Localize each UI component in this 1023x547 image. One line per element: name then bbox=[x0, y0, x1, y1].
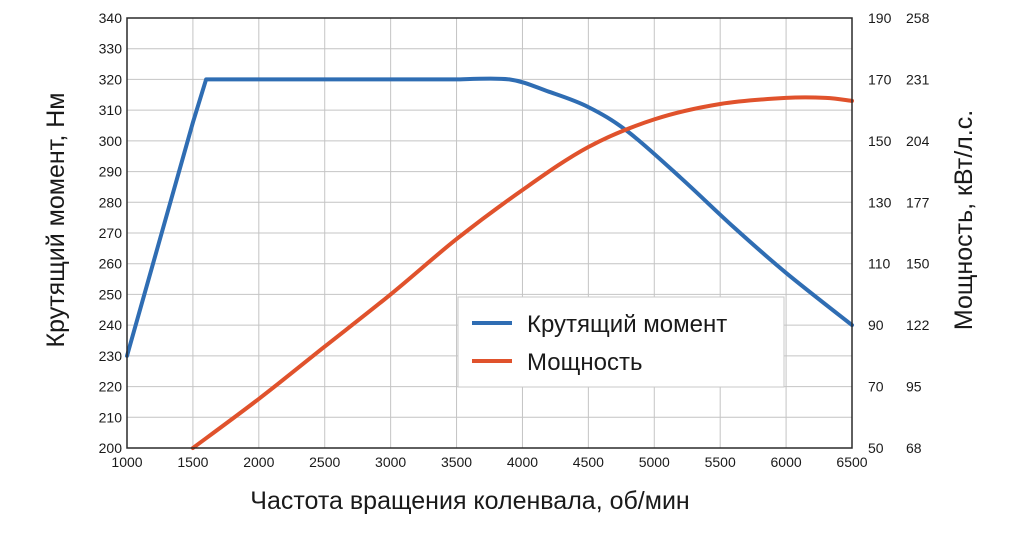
x-tick-label: 6500 bbox=[836, 454, 867, 470]
y-axis-left-label: Крутящий момент, Нм bbox=[42, 93, 70, 348]
y-left-tick-label: 310 bbox=[99, 102, 123, 118]
y-left-tick-label: 280 bbox=[99, 194, 123, 210]
y-left-tick-label: 260 bbox=[99, 256, 123, 272]
legend-label-torque: Крутящий момент bbox=[527, 311, 727, 338]
x-tick-label: 1500 bbox=[177, 454, 208, 470]
legend: Крутящий момент Мощность bbox=[457, 296, 785, 388]
x-tick-label: 3000 bbox=[375, 454, 406, 470]
y-left-tick-label: 220 bbox=[99, 379, 123, 395]
y-left-tick-label: 320 bbox=[99, 71, 123, 87]
y-left-tick-label: 330 bbox=[99, 41, 123, 57]
x-tick-label: 1000 bbox=[111, 454, 142, 470]
y-right-tick-label-kw: 150 bbox=[868, 133, 892, 149]
y-right-tick-label-kw: 190 bbox=[868, 10, 892, 26]
y-left-tick-label: 270 bbox=[99, 225, 123, 241]
x-tick-label: 6000 bbox=[771, 454, 802, 470]
y-right-tick-label-hp: 150 bbox=[906, 256, 930, 272]
y-right-tick-label-hp: 95 bbox=[906, 379, 922, 395]
y-left-tick-label: 240 bbox=[99, 317, 123, 333]
y-left-tick-label: 200 bbox=[99, 440, 123, 456]
x-axis-label: Частота вращения коленвала, об/мин bbox=[250, 487, 689, 515]
x-tick-label: 5000 bbox=[639, 454, 670, 470]
legend-box bbox=[457, 296, 785, 388]
y-right-tick-label-hp: 68 bbox=[906, 440, 922, 456]
series-line-torque bbox=[125, 76, 854, 358]
series-group bbox=[125, 76, 854, 450]
x-tick-label: 4500 bbox=[573, 454, 604, 470]
y-left-tick-label: 210 bbox=[99, 409, 123, 425]
x-tick-label: 2500 bbox=[309, 454, 340, 470]
y-left-tick-label: 290 bbox=[99, 164, 123, 180]
y-axis-right-label: Мощность, кВт/л.с. bbox=[950, 110, 978, 330]
x-tick-label: 2000 bbox=[243, 454, 274, 470]
y-right-tick-label-kw: 110 bbox=[868, 256, 891, 272]
y-right-tick-label-hp: 231 bbox=[906, 71, 930, 87]
y-right-tick-label-hp: 204 bbox=[906, 133, 930, 149]
plot-frame bbox=[126, 17, 853, 449]
x-tick-label: 3500 bbox=[441, 454, 472, 470]
tick-labels: 1000 1500 2000 2500 3000 3500 4000 4500 5000 5500… bbox=[99, 10, 930, 470]
y-right-tick-label-hp: 122 bbox=[906, 317, 930, 333]
y-right-tick-label-hp: 177 bbox=[906, 194, 930, 210]
y-left-tick-label: 230 bbox=[99, 348, 123, 364]
legend-label-power: Мощность bbox=[527, 349, 642, 376]
y-right-tick-label-kw: 90 bbox=[868, 317, 884, 333]
y-left-tick-label: 250 bbox=[99, 286, 123, 302]
y-right-tick-label-kw: 170 bbox=[868, 71, 892, 87]
series-line-power bbox=[190, 95, 854, 450]
y-left-tick-label: 300 bbox=[99, 133, 123, 149]
x-tick-label: 4000 bbox=[507, 454, 538, 470]
y-right-tick-label-kw: 50 bbox=[868, 440, 884, 456]
y-right-tick-label-kw: 130 bbox=[868, 194, 892, 210]
y-left-tick-label: 340 bbox=[99, 10, 123, 26]
y-right-tick-label-hp: 258 bbox=[906, 10, 930, 26]
x-tick-label: 5500 bbox=[705, 454, 736, 470]
y-right-tick-label-kw: 70 bbox=[868, 379, 884, 395]
